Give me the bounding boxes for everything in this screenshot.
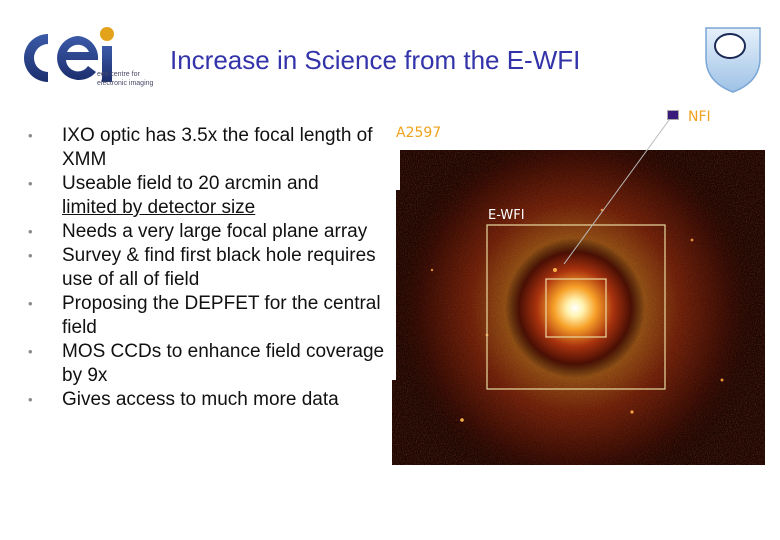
logo-caption-line-1: eev centre for (97, 71, 140, 78)
bullet-item: IXO optic has 3.5x the focal length of X… (28, 124, 388, 172)
underlined-text: limited by detector size (62, 197, 256, 218)
logo-caption: eev centre for electronic imaging (97, 70, 153, 88)
nfi-marker-icon (667, 110, 679, 120)
cei-logo (24, 27, 114, 82)
label-ewfi: E-WFI (488, 208, 525, 223)
label-nfi: NFI (688, 109, 711, 125)
bullet-list: IXO optic has 3.5x the focal length of X… (28, 124, 388, 412)
bullet-item: Proposing the DEPFET for the central fie… (28, 292, 388, 340)
bullet-item: Survey & find first black hole requires … (28, 244, 388, 292)
label-a2597: A2597 (396, 125, 442, 141)
bullet-item: MOS CCDs to enhance field coverage by 9x (28, 340, 388, 388)
xray-cluster-image (392, 150, 765, 465)
bullet-item: Needs a very large focal plane array (28, 220, 388, 244)
bullet-item: Gives access to much more data (28, 388, 388, 412)
nfi-leader-line (563, 115, 673, 265)
shield-logo (705, 27, 761, 93)
slide-title: Increase in Science from the E-WFI (170, 45, 581, 75)
logo-caption-line-2: electronic imaging (97, 80, 154, 87)
